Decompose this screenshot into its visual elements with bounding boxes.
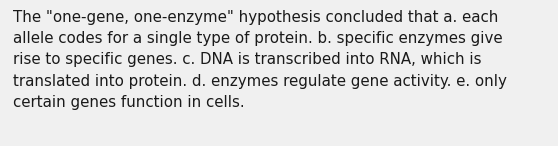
Text: The "one-gene, one-enzyme" hypothesis concluded that a. each
allele codes for a : The "one-gene, one-enzyme" hypothesis co… [13, 10, 507, 110]
